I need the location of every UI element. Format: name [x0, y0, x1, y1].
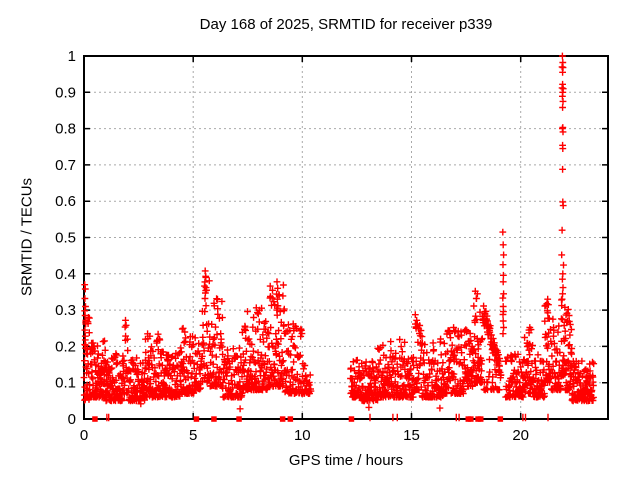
zero-flag-square	[193, 416, 200, 422]
zero-flag-square	[236, 416, 242, 422]
data-points-plus	[80, 52, 598, 413]
y-tick-label: 0.1	[55, 375, 76, 392]
y-tick-label: 0	[68, 411, 76, 428]
x-tick-label: 20	[512, 427, 529, 444]
y-tick-label: 0.2	[55, 338, 76, 355]
zero-flag-square	[211, 416, 217, 422]
y-tick-label: 0.7	[55, 157, 76, 174]
x-tick-label: 0	[80, 427, 88, 444]
y-tick-label: 0.5	[55, 230, 76, 247]
zero-flag-square	[478, 416, 484, 422]
y-tick-label: 0.4	[55, 266, 76, 283]
zero-flag-square	[287, 416, 294, 422]
y-tick-label: 0.8	[55, 121, 76, 138]
chart-title: Day 168 of 2025, SRMTID for receiver p33…	[199, 16, 493, 33]
zero-flag-square	[468, 416, 474, 422]
zero-flag-square	[279, 416, 286, 422]
x-axis-title: GPS time / hours	[288, 452, 404, 469]
y-tick-label: 0.9	[55, 84, 76, 101]
gridlines	[84, 56, 608, 419]
y-tick-label: 1	[68, 48, 76, 65]
zero-flag-ticks	[106, 413, 549, 422]
x-tick-label: 5	[189, 427, 197, 444]
zero-flag-square	[92, 416, 98, 422]
zero-flag-square	[497, 416, 504, 422]
y-tick-label: 0.6	[55, 193, 76, 210]
zero-flag-square	[348, 416, 355, 422]
y-tick-label: 0.3	[55, 302, 76, 319]
x-tick-label: 10	[294, 427, 311, 444]
x-tick-label: 15	[403, 427, 420, 444]
